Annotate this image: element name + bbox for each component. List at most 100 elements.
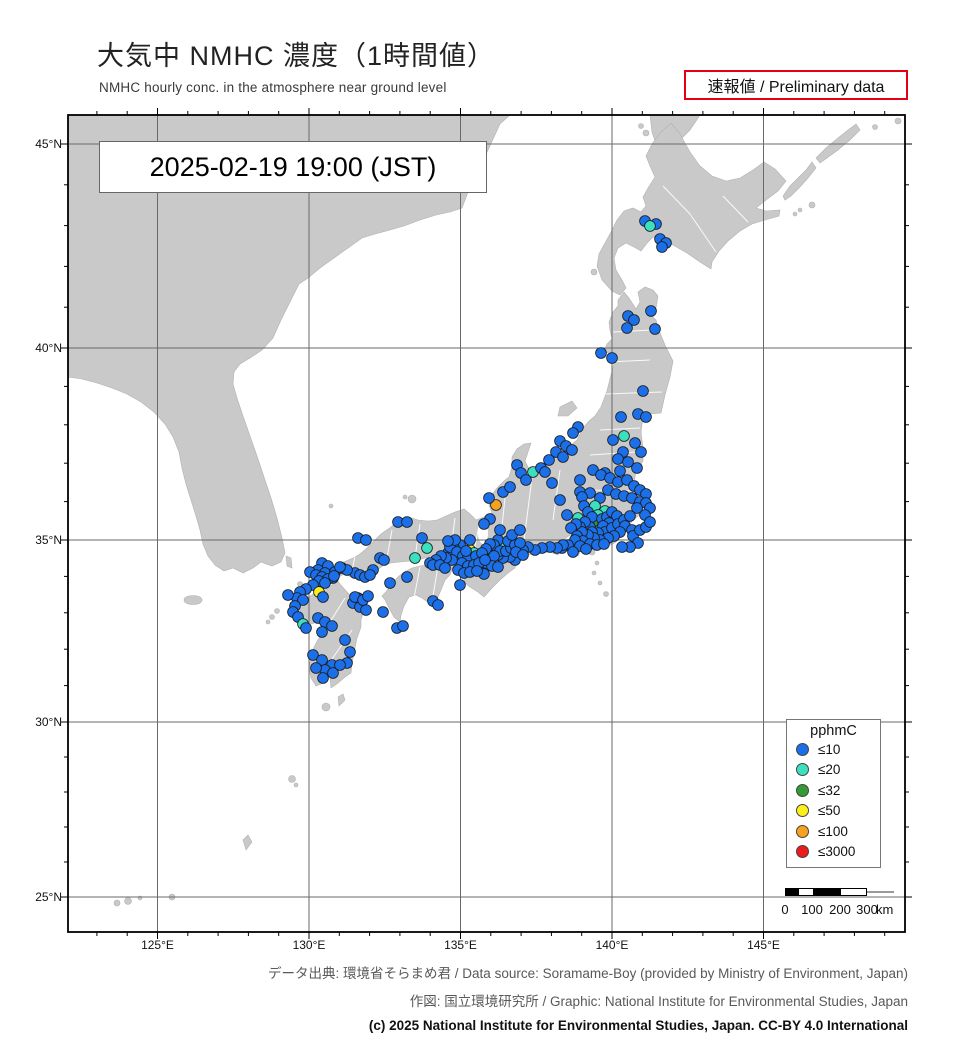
footer-data-source: データ出典: 環境省そらまめ君 / Data source: Soramame-… bbox=[268, 966, 908, 981]
station-dot bbox=[598, 538, 610, 550]
station-dot bbox=[543, 454, 555, 466]
map-dynamic-layer: 45°N 40°N 35°N 30°N 25°N 125°E 130°E 135°E 140°E… bbox=[35, 108, 912, 952]
footer-graphic-credit: 作図: 国立環境研究所 / Graphic: National Institut… bbox=[409, 994, 908, 1009]
island-tsushima bbox=[285, 555, 293, 569]
legend-row: ≤20 bbox=[787, 760, 880, 781]
legend-label: ≤20 bbox=[818, 762, 841, 778]
scale-label: 0 bbox=[781, 902, 789, 917]
continent-asia bbox=[67, 114, 511, 574]
station-dot bbox=[606, 352, 618, 364]
station-dot bbox=[479, 554, 491, 566]
lon-axis-label: 145°E bbox=[747, 938, 780, 952]
station-dot bbox=[300, 622, 312, 634]
station-dot bbox=[567, 427, 579, 439]
station-dot bbox=[490, 499, 502, 511]
station-dot bbox=[520, 474, 532, 486]
timestamp-box: 2025-02-19 19:00 (JST) bbox=[99, 141, 487, 193]
legend: pphmC ≤10 ≤20 ≤32 ≤50 ≤100 ≤3000 bbox=[786, 719, 881, 868]
legend-row: ≤10 bbox=[787, 739, 880, 760]
island-kunashiri bbox=[782, 161, 817, 201]
lat-axis-label: 45°N bbox=[35, 137, 62, 151]
scale-bar-tail bbox=[867, 891, 894, 893]
legend-row: ≤32 bbox=[787, 780, 880, 801]
station-dot bbox=[539, 466, 551, 478]
station-dot bbox=[607, 434, 619, 446]
station-dot bbox=[637, 385, 649, 397]
legend-label: ≤50 bbox=[818, 803, 841, 819]
lon-axis-label: 125°E bbox=[141, 938, 174, 952]
island-sado bbox=[557, 400, 578, 417]
station-dot bbox=[454, 579, 466, 591]
station-dot bbox=[421, 542, 433, 554]
station-dot bbox=[621, 322, 633, 334]
island-hokkaido bbox=[596, 122, 787, 296]
station-dot bbox=[397, 620, 409, 632]
footer-copyright: (c) 2025 National Institute for Environm… bbox=[368, 1018, 908, 1033]
station-dot bbox=[409, 552, 421, 564]
station-dot bbox=[310, 662, 322, 674]
legend-label: ≤32 bbox=[818, 782, 841, 798]
station-dot bbox=[656, 241, 668, 253]
legend-swatch bbox=[796, 763, 809, 777]
legend-swatch bbox=[796, 783, 809, 797]
scale-segment bbox=[841, 889, 866, 895]
station-dot bbox=[282, 589, 294, 601]
scale-segment bbox=[813, 889, 841, 895]
station-dot bbox=[439, 562, 451, 574]
legend-swatch bbox=[796, 845, 809, 859]
station-dot bbox=[377, 606, 389, 618]
station-dot bbox=[483, 492, 495, 504]
station-dot bbox=[631, 462, 643, 474]
station-dot bbox=[334, 561, 346, 573]
station-dot bbox=[618, 430, 630, 442]
landmass bbox=[67, 114, 902, 907]
station-dot bbox=[565, 522, 577, 534]
scale-bar-segments bbox=[785, 888, 867, 896]
legend-label: ≤10 bbox=[818, 741, 841, 757]
station-dot bbox=[644, 220, 656, 232]
station-dot bbox=[640, 411, 652, 423]
station-dot bbox=[334, 659, 346, 671]
station-dot bbox=[316, 626, 328, 638]
lat-axis-label: 35°N bbox=[35, 533, 62, 547]
station-dot bbox=[614, 465, 626, 477]
station-dot bbox=[649, 323, 661, 335]
station-dot bbox=[574, 474, 586, 486]
station-dot bbox=[360, 604, 372, 616]
legend-label: ≤100 bbox=[818, 823, 848, 839]
station-dot bbox=[622, 456, 634, 468]
legend-swatch bbox=[796, 742, 809, 756]
station-dot bbox=[595, 347, 607, 359]
page-title: 大気中 NMHC 濃度（1時間値） bbox=[97, 41, 496, 71]
station-dot bbox=[644, 516, 656, 528]
station-dot bbox=[478, 518, 490, 530]
legend-title: pphmC bbox=[810, 723, 857, 739]
legend-swatch bbox=[796, 804, 809, 818]
station-dot bbox=[401, 516, 413, 528]
station-dot bbox=[628, 314, 640, 326]
station-dot bbox=[362, 590, 374, 602]
legend-label: ≤3000 bbox=[818, 844, 856, 860]
station-dot bbox=[317, 591, 329, 603]
station-dot bbox=[360, 534, 372, 546]
station-dot bbox=[442, 535, 454, 547]
station-dot bbox=[317, 672, 329, 684]
station-dot bbox=[504, 481, 516, 493]
scale-label: 100 bbox=[801, 902, 823, 917]
legend-row: ≤50 bbox=[787, 801, 880, 822]
station-dot bbox=[307, 649, 319, 661]
map-frame bbox=[67, 114, 906, 933]
station-dot bbox=[567, 546, 579, 558]
lat-axis-label: 40°N bbox=[35, 341, 62, 355]
station-dot bbox=[629, 437, 641, 449]
scale-unit: km bbox=[876, 902, 894, 917]
station-dot bbox=[492, 561, 504, 573]
station-dot bbox=[557, 451, 569, 463]
station-dot bbox=[631, 502, 643, 514]
legend-swatch bbox=[796, 824, 809, 838]
station-dot bbox=[566, 444, 578, 456]
station-dot bbox=[432, 599, 444, 611]
station-dot bbox=[344, 646, 356, 658]
island-okinawa bbox=[242, 834, 253, 851]
